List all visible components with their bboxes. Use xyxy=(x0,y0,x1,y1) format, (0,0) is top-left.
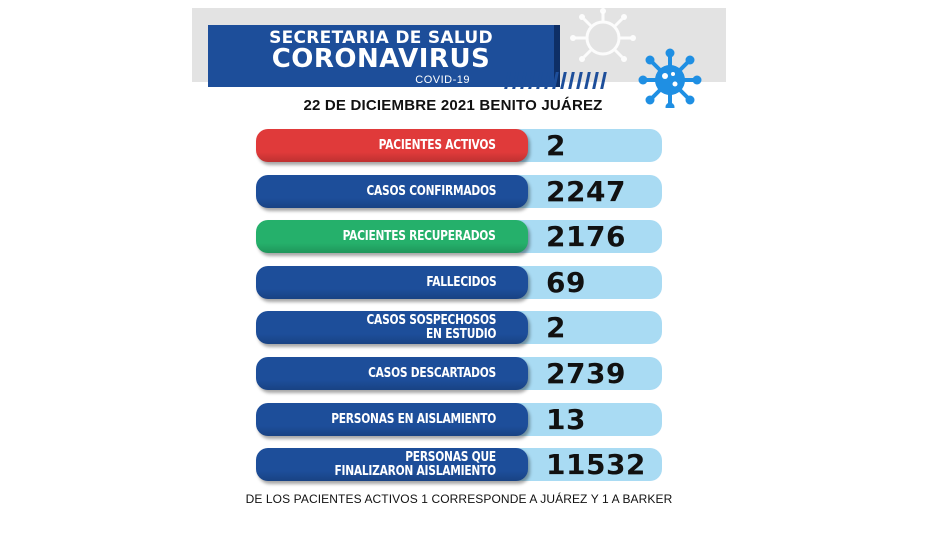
stat-label-line: CASOS CONFIRMADOS xyxy=(366,183,496,199)
header-banner: SECRETARIA DE SALUD CORONAVIRUS COVID-19 xyxy=(208,25,560,87)
stat-label-line: CASOS DESCARTADOS xyxy=(368,365,496,381)
stat-label-line: CASOS SOSPECHOSOS xyxy=(366,312,496,328)
label-pill: PACIENTES ACTIVOS xyxy=(256,129,528,162)
stat-label-line: PACIENTES RECUPERADOS xyxy=(343,228,496,244)
stat-value: 13 xyxy=(546,403,586,436)
label-pill: PACIENTES RECUPERADOS xyxy=(256,220,528,253)
report-date: 22 DE DICIEMBRE 2021 BENITO JUÁREZ xyxy=(303,97,603,114)
header-subtitle: CORONAVIRUS xyxy=(271,44,491,74)
stat-label-line: EN ESTUDIO xyxy=(425,326,496,342)
label-pill: PERSONAS QUE FINALIZARON AISLAMIENTO xyxy=(256,448,528,481)
stat-row: PERSONAS EN AISLAMIENTO 13 xyxy=(256,403,662,436)
label-pill: CASOS SOSPECHOSOS EN ESTUDIO xyxy=(256,311,528,344)
stat-value: 69 xyxy=(546,266,586,299)
stat-row: PACIENTES ACTIVOS 2 xyxy=(256,129,662,162)
stat-value: 11532 xyxy=(546,448,646,481)
stat-row: CASOS CONFIRMADOS 2247 xyxy=(256,175,662,208)
stat-label-line: PERSONAS QUE xyxy=(405,449,496,465)
stat-label: CASOS DESCARTADOS xyxy=(368,357,496,390)
stat-value: 2739 xyxy=(546,357,626,390)
virus-icon xyxy=(570,8,702,108)
label-pill: PERSONAS EN AISLAMIENTO xyxy=(256,403,528,436)
label-pill: FALLECIDOS xyxy=(256,266,528,299)
stat-row: PERSONAS QUE FINALIZARON AISLAMIENTO 11532 xyxy=(256,448,662,481)
header-title: SECRETARIA DE SALUD xyxy=(269,28,493,48)
stat-label: PERSONAS EN AISLAMIENTO xyxy=(331,403,496,436)
stat-label: PACIENTES ACTIVOS xyxy=(379,129,496,162)
label-pill: CASOS DESCARTADOS xyxy=(256,357,528,390)
stat-row: CASOS SOSPECHOSOS EN ESTUDIO 2 xyxy=(256,311,662,344)
stat-label-line: PERSONAS EN AISLAMIENTO xyxy=(331,411,496,427)
stat-label-line: FALLECIDOS xyxy=(425,274,496,290)
stat-value: 2176 xyxy=(546,220,626,253)
stat-row: CASOS DESCARTADOS 2739 xyxy=(256,357,662,390)
stat-label: CASOS CONFIRMADOS xyxy=(366,175,496,208)
stat-value: 2 xyxy=(546,129,566,162)
header-tag: COVID-19 xyxy=(415,74,470,86)
stat-value: 2247 xyxy=(546,175,626,208)
stat-label-line: FINALIZARON AISLAMIENTO xyxy=(334,463,497,479)
stat-label: PACIENTES RECUPERADOS xyxy=(343,220,496,253)
footnote: DE LOS PACIENTES ACTIVOS 1 CORRESPONDE A… xyxy=(245,492,673,506)
stat-row: FALLECIDOS 69 xyxy=(256,266,662,299)
stat-value: 2 xyxy=(546,311,566,344)
stat-label: PERSONAS QUE FINALIZARON AISLAMIENTO xyxy=(334,448,497,481)
stat-label-line: PACIENTES ACTIVOS xyxy=(379,137,496,153)
stat-row: PACIENTES RECUPERADOS 2176 xyxy=(256,220,662,253)
label-pill: CASOS CONFIRMADOS xyxy=(256,175,528,208)
stat-label: FALLECIDOS xyxy=(426,266,496,299)
stat-label: CASOS SOSPECHOSOS EN ESTUDIO xyxy=(366,311,496,344)
